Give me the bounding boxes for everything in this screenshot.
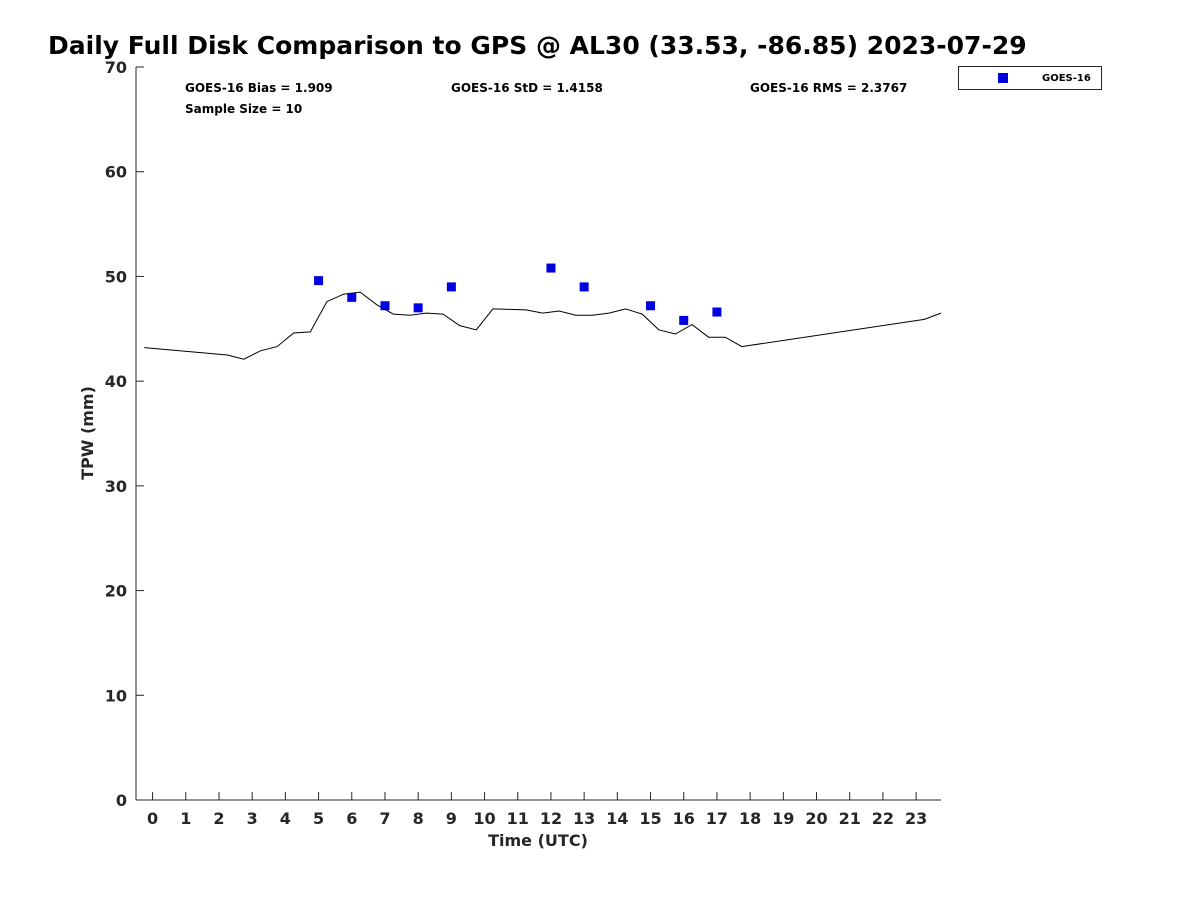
gps-tpw-line: [144, 291, 942, 360]
x-tick-label: 10: [473, 809, 495, 828]
y-axis-ticks: 0 10 20 30 40 50 60 70: [105, 58, 144, 810]
x-tick-label: 16: [673, 809, 695, 828]
x-tick-label: 1: [180, 809, 191, 828]
x-tick-label: 21: [839, 809, 861, 828]
goes16-point: [712, 307, 722, 317]
goes16-point: [679, 315, 689, 325]
goes16-point: [347, 292, 357, 302]
x-tick-label: 22: [872, 809, 894, 828]
std-annotation: GOES-16 StD = 1.4158: [451, 81, 603, 95]
y-axis-label: TPW (mm): [78, 386, 97, 480]
x-tick-label: 6: [346, 809, 357, 828]
x-tick-label: 19: [772, 809, 794, 828]
y-tick-label: 50: [105, 267, 127, 286]
legend-marker-goes16: [998, 73, 1008, 83]
x-tick-label: 18: [739, 809, 761, 828]
goes16-point: [314, 276, 324, 286]
x-tick-label: 11: [507, 809, 529, 828]
gps-tpw-line-series: [144, 291, 942, 360]
x-axis-label: Time (UTC): [488, 831, 588, 850]
bias-annotation: GOES-16 Bias = 1.909: [185, 81, 333, 95]
x-tick-label: 0: [147, 809, 158, 828]
y-tick-label: 10: [105, 686, 127, 705]
sample-size-annotation: Sample Size = 10: [185, 102, 302, 116]
x-tick-label: 7: [379, 809, 390, 828]
x-axis-ticks: 0 1 2 3 4 5 6 7 8 9 10 11 12 13 14 15 16 17 18 19 20 21 22 23: [147, 792, 927, 828]
chart-title: Daily Full Disk Comparison to GPS @ AL30…: [48, 31, 1027, 60]
goes16-point: [646, 301, 656, 311]
y-tick-label: 60: [105, 163, 127, 182]
x-tick-label: 4: [280, 809, 291, 828]
y-tick-label: 30: [105, 477, 127, 496]
x-tick-label: 17: [706, 809, 728, 828]
x-tick-label: 5: [313, 809, 324, 828]
x-tick-label: 20: [805, 809, 827, 828]
x-tick-label: 15: [639, 809, 661, 828]
x-tick-label: 3: [247, 809, 258, 828]
y-tick-label: 40: [105, 372, 127, 391]
y-tick-label: 20: [105, 582, 127, 601]
x-tick-label: 23: [905, 809, 927, 828]
goes16-point: [446, 282, 456, 292]
goes16-point: [579, 282, 589, 292]
legend-box: [958, 66, 1102, 90]
goes16-point: [546, 263, 556, 273]
y-tick-label: 70: [105, 58, 127, 77]
x-tick-label: 14: [606, 809, 628, 828]
rms-annotation: GOES-16 RMS = 2.3767: [750, 81, 907, 95]
x-tick-label: 12: [540, 809, 562, 828]
x-tick-label: 9: [446, 809, 457, 828]
goes16-scatter-series: [314, 263, 722, 325]
legend-label-goes16: GOES-16: [1042, 73, 1091, 84]
goes16-point: [380, 301, 390, 311]
x-tick-label: 8: [413, 809, 424, 828]
x-tick-label: 13: [573, 809, 595, 828]
y-tick-label: 0: [116, 791, 127, 810]
goes16-point: [413, 303, 423, 313]
x-tick-label: 2: [213, 809, 224, 828]
legend: GOES-16: [958, 66, 1102, 90]
